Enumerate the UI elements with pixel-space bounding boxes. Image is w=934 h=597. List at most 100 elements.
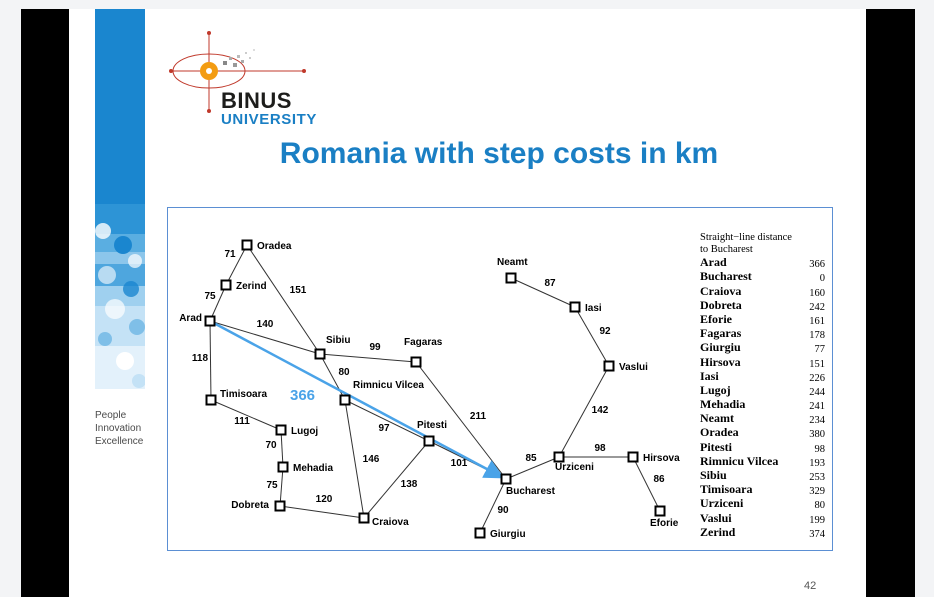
edge-mehadia-dobreta	[279, 466, 284, 507]
city-node-iasi	[569, 301, 581, 313]
edge-dobreta-craiova	[279, 505, 365, 519]
edge-cost-label: 118	[192, 353, 209, 364]
edge-arad-sibiu	[209, 320, 321, 355]
legend-city: Neamt	[700, 411, 734, 426]
straight-line-arrow	[209, 319, 505, 479]
city-node-sibiu	[314, 348, 326, 360]
tagline: People Innovation Excellence	[95, 409, 165, 448]
city-node-vaslui	[603, 360, 615, 372]
legend-row: Fagaras 178	[700, 326, 825, 342]
legend-city: Craiova	[700, 283, 742, 298]
city-label-lugoj: Lugoj	[291, 426, 318, 437]
legend-distance: 77	[814, 344, 826, 356]
legend-distance: 98	[814, 443, 826, 455]
legend-rows: Arad 366 Bucharest 0 Craiova 160 Dobreta 242 Efo…	[700, 255, 826, 540]
legend-title-line-1: Straight−line distance	[700, 232, 792, 243]
legend-distance: 151	[809, 358, 825, 370]
legend-distance: 199	[809, 514, 825, 526]
legend-city: Eforie	[700, 311, 732, 326]
edge-fagaras-bucharest	[415, 361, 507, 480]
legend-distance: 226	[809, 372, 825, 384]
legend-title-line-2: to Bucharest	[700, 244, 753, 255]
legend-distance: 374	[809, 528, 825, 540]
city-label-iasi: Iasi	[585, 303, 602, 314]
legend-distance: 242	[809, 301, 825, 313]
slide: People Innovation Excellence BINUS UNIVE…	[69, 9, 866, 597]
city-label-dobreta: Dobreta	[231, 500, 269, 511]
legend-city: Arad	[700, 255, 727, 270]
edge-cost-label: 70	[265, 440, 277, 451]
edge-cost-label: 146	[363, 454, 380, 465]
legend-city: Hirsova	[700, 354, 741, 369]
city-node-timisoara	[205, 394, 217, 406]
edge-cost-label: 90	[497, 505, 509, 516]
edge-cost-label: 120	[316, 494, 333, 505]
legend-city: Urziceni	[700, 496, 744, 511]
city-label-neamt: Neamt	[497, 257, 528, 268]
edge-cost-label: 87	[544, 278, 556, 289]
legend-city: Mehadia	[700, 397, 746, 412]
city-label-craiova: Craiova	[372, 517, 409, 528]
straight-line-distance-label: 366	[290, 387, 315, 404]
legend-city: Oradea	[700, 425, 739, 440]
edge-vaslui-iasi	[574, 306, 610, 367]
legend-row: Neamt 234	[700, 411, 825, 426]
tagline-line-2: Innovation	[95, 423, 142, 434]
city-label-fagaras: Fagaras	[404, 337, 443, 348]
city-label-zerind: Zerind	[236, 281, 267, 292]
legend-distance: 380	[809, 429, 825, 441]
city-label-urziceni: Urziceni	[555, 462, 594, 473]
legend-row: Bucharest 0	[700, 269, 825, 284]
legend-row: Lugoj 244	[700, 383, 825, 398]
legend-row: Mehadia 241	[700, 397, 825, 412]
legend-distance: 329	[809, 486, 825, 498]
binus-logo-icon	[169, 31, 306, 113]
city-node-arad	[204, 315, 216, 327]
legend-row: Timisoara 329	[700, 482, 825, 498]
edge-iasi-neamt	[510, 277, 576, 308]
legend-city: Pitesti	[700, 439, 732, 454]
edge-cost-label: 98	[594, 443, 606, 454]
legend-row: Giurgiu 77	[700, 340, 826, 356]
legend-city: Fagaras	[700, 326, 742, 341]
city-node-oradea	[241, 239, 253, 251]
legend-city: Sibiu	[700, 468, 727, 482]
legend-row: Oradea 380	[700, 425, 825, 441]
edge-hirsova-eforie	[632, 456, 661, 512]
legend-distance: 178	[809, 330, 825, 342]
legend-city: Vaslui	[700, 510, 732, 525]
legend-city: Dobreta	[700, 297, 742, 312]
city-node-pitesti	[423, 435, 435, 447]
legend-row: Sibiu 253	[700, 468, 825, 483]
city-node-fagaras	[410, 356, 422, 368]
legend-row: Hirsova 151	[700, 354, 825, 370]
legend-city: Timisoara	[700, 482, 753, 497]
city-label-bucharest: Bucharest	[506, 486, 556, 497]
legend-distance: 161	[809, 315, 825, 327]
heuristic-legend: Straight−line distance to Bucharest Arad…	[700, 232, 825, 540]
legend-distance: 244	[809, 386, 825, 398]
legend-row: Iasi 226	[700, 369, 825, 384]
edge-cost-label: 111	[234, 416, 250, 427]
edge-bucharest-giurgiu	[479, 478, 507, 534]
legend-city: Bucharest	[700, 269, 752, 284]
edge-cost-label: 97	[378, 423, 390, 434]
city-label-giurgiu: Giurgiu	[490, 529, 526, 540]
legend-row: Craiova 160	[700, 283, 825, 299]
legend-row: Zerind 374	[700, 525, 825, 540]
edge-oradea-sibiu	[246, 244, 321, 355]
tagline-line-3: Excellence	[95, 436, 144, 447]
edge-cost-label: 75	[266, 480, 278, 491]
city-node-zerind	[220, 279, 232, 291]
logo-wordmark: BINUS	[221, 88, 292, 113]
legend-distance: 160	[809, 287, 825, 299]
edge-cost-label: 142	[592, 405, 609, 416]
page-number: 42	[804, 580, 817, 592]
legend-distance: 366	[809, 259, 825, 271]
edge-arad-timisoara	[209, 320, 212, 401]
window-frame-left	[21, 9, 69, 597]
edge-cost-label: 151	[290, 285, 307, 296]
city-node-hirsova	[627, 451, 639, 463]
edge-cost-label: 86	[653, 474, 665, 485]
edge-cost-label: 75	[204, 291, 216, 302]
